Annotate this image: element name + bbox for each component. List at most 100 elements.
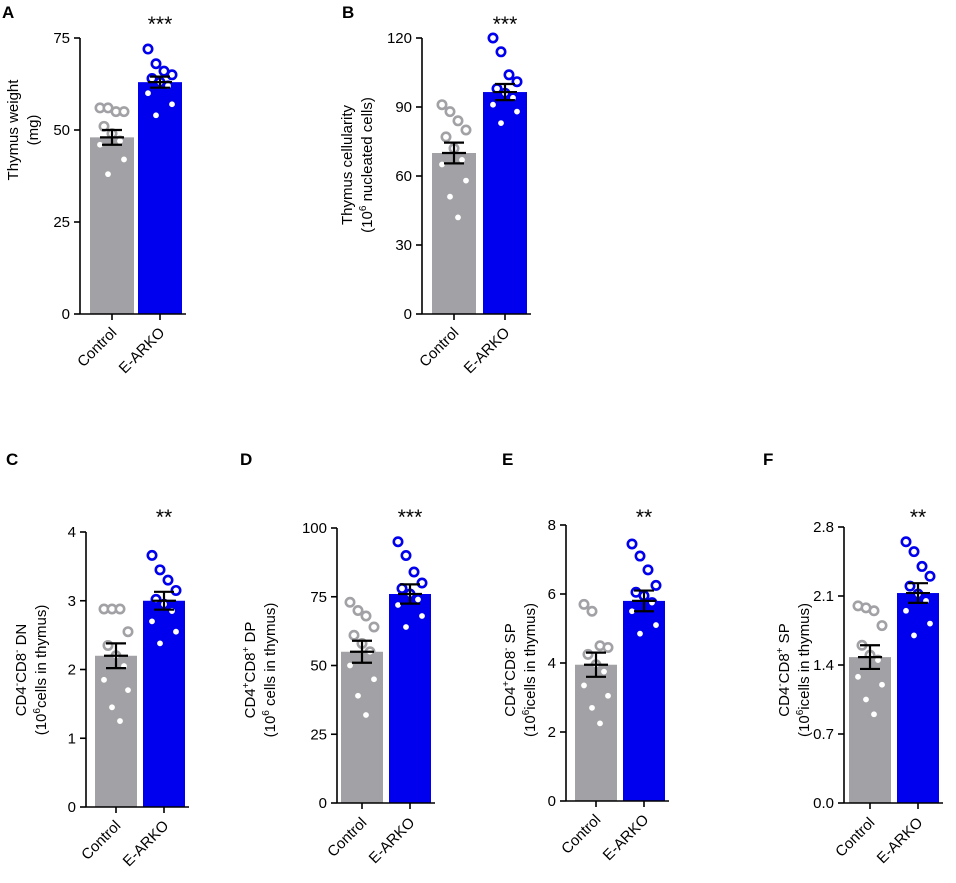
data-point: [876, 620, 888, 632]
y-tick-label: 6: [548, 586, 556, 603]
data-point: [166, 69, 178, 81]
data-point: [150, 58, 162, 70]
data-point: [594, 717, 606, 729]
y-tick-label: 1.4: [813, 657, 834, 674]
data-point: [154, 564, 166, 576]
data-point: [106, 701, 118, 713]
category-label-arko: E-ARKO: [461, 324, 514, 377]
data-point: [924, 570, 936, 582]
data-point: [344, 596, 356, 608]
data-point: [400, 550, 412, 562]
category-label-control: Control: [416, 324, 462, 370]
data-point: [416, 610, 428, 622]
y-tick-label: 2.1: [813, 588, 834, 605]
panel-label: E: [502, 450, 513, 469]
significance-marker: ***: [493, 13, 518, 36]
category-label-control: Control: [74, 324, 120, 370]
data-point: [440, 131, 452, 143]
y-axis-label-line1: CD4+CD8- SP: [501, 623, 519, 716]
category-label-control: Control: [558, 811, 604, 857]
data-point: [924, 618, 936, 630]
data-point: [166, 98, 178, 110]
data-point: [102, 168, 114, 180]
panel-c: C CD4-CD8- DN (106cells in thymus) 0 1 2 3 4…: [6, 450, 189, 870]
data-point: [646, 597, 658, 609]
category-label-arko: E-ARKO: [120, 817, 173, 870]
data-point: [650, 579, 662, 591]
y-tick-label: 0: [68, 799, 76, 816]
significance-marker: ***: [398, 506, 423, 529]
y-tick-label: 0: [62, 306, 70, 323]
panel-b: B Thymus cellularity (106 nucleated cell…: [339, 3, 531, 377]
y-axis-label-line1: CD4+CD8+ DP: [241, 622, 259, 719]
bar-control: [90, 137, 134, 314]
y-axis-label-line2: (106icells in thymus): [521, 603, 539, 737]
y-tick-label: 0.0: [813, 795, 834, 812]
bar-arko: [483, 92, 527, 314]
data-point: [495, 117, 507, 129]
data-point: [634, 550, 646, 562]
y-tick-label: 3: [68, 593, 76, 610]
data-point: [578, 679, 590, 691]
y-tick-label: 25: [53, 214, 70, 231]
category-label-arko: E-ARKO: [116, 324, 169, 377]
y-tick-label: 4: [548, 655, 556, 672]
data-point: [360, 610, 372, 622]
data-point: [634, 628, 646, 640]
data-point: [436, 99, 448, 111]
data-point: [908, 629, 920, 641]
y-axis-label-line2: (mg): [25, 115, 42, 146]
category-label-control: Control: [832, 814, 878, 860]
data-point: [452, 115, 464, 127]
data-point: [368, 673, 380, 685]
data-point: [368, 621, 380, 633]
data-point: [444, 191, 456, 203]
bar-control: [341, 651, 383, 803]
data-point: [436, 159, 448, 171]
data-point: [586, 605, 598, 617]
panel-label: C: [6, 450, 18, 469]
data-point: [412, 594, 424, 606]
data-point: [916, 560, 928, 572]
data-point: [114, 715, 126, 727]
data-point: [460, 175, 472, 187]
data-point: [650, 619, 662, 631]
data-point: [900, 605, 912, 617]
y-tick-label: 4: [68, 524, 76, 541]
category-label-arko: E-ARKO: [366, 814, 419, 867]
data-point: [170, 584, 182, 596]
panel-label: F: [763, 450, 773, 469]
data-point: [602, 641, 614, 653]
y-axis-label-line1: Thymus cellularity: [339, 104, 356, 225]
data-point: [487, 32, 499, 44]
y-tick-label: 50: [53, 122, 70, 139]
y-tick-label: 2.8: [813, 519, 834, 536]
y-tick-label: 75: [310, 589, 327, 606]
data-point: [503, 69, 515, 81]
data-point: [511, 106, 523, 118]
category-label-arko: E-ARKO: [874, 814, 927, 867]
data-point: [868, 708, 880, 720]
y-tick-label: 2: [68, 662, 76, 679]
y-tick-label: 90: [395, 99, 412, 116]
y-axis-label-line2: (106icells in thymus): [795, 603, 813, 737]
y-axis-label-line2: (106cells in thymus): [32, 605, 50, 736]
data-point: [348, 629, 360, 641]
data-point: [444, 106, 456, 118]
y-tick-label: 0.7: [813, 726, 834, 743]
significance-marker: **: [156, 506, 172, 529]
data-point: [908, 546, 920, 558]
data-point: [586, 702, 598, 714]
data-point: [900, 536, 912, 548]
data-point: [876, 679, 888, 691]
y-tick-label: 100: [302, 520, 327, 537]
data-point: [487, 99, 499, 111]
y-tick-label: 8: [548, 517, 556, 534]
data-point: [154, 637, 166, 649]
y-tick-label: 120: [387, 30, 412, 47]
y-tick-label: 0: [548, 793, 556, 810]
data-point: [400, 621, 412, 633]
data-point: [98, 674, 110, 686]
data-point: [460, 124, 472, 136]
y-tick-label: 25: [310, 726, 327, 743]
